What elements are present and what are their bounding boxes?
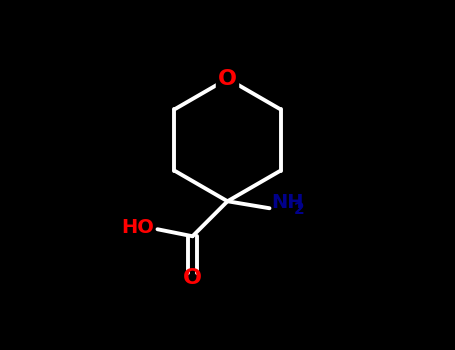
Text: O: O	[218, 69, 237, 89]
Text: O: O	[183, 268, 202, 288]
Text: HO: HO	[121, 218, 154, 237]
Text: NH: NH	[271, 194, 304, 212]
Text: O: O	[218, 69, 237, 89]
Text: 2: 2	[293, 203, 304, 217]
